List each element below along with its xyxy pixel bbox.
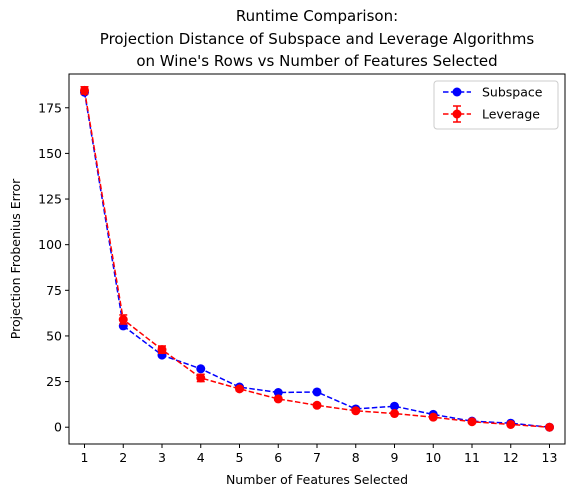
y-tick-label: 125 (38, 192, 62, 207)
chart-title-line-2: Projection Distance of Subspace and Leve… (100, 30, 535, 48)
data-point-subspace (196, 364, 206, 374)
data-point-subspace (312, 387, 322, 397)
y-tick-label: 0 (54, 420, 62, 435)
legend-marker-leverage (452, 109, 462, 119)
data-point-leverage (273, 394, 283, 404)
legend-entry-subspace: Subspace (443, 85, 543, 100)
data-point-leverage (390, 409, 399, 419)
chart-title-line-1: Runtime Comparison: (236, 7, 398, 25)
data-point-leverage (80, 85, 89, 95)
x-axis-ticks: 1 2 3 4 5 6 7 8 9 10 11 12 13 (81, 444, 558, 465)
data-point-leverage (235, 384, 244, 394)
data-point-leverage (157, 345, 167, 355)
x-tick-label: 4 (197, 450, 205, 465)
plot-area (80, 85, 554, 432)
data-point-leverage (545, 422, 554, 432)
data-point-leverage (467, 417, 477, 427)
x-tick-label: 9 (391, 450, 399, 465)
chart-title: Runtime Comparison: Projection Distance … (100, 7, 535, 70)
legend-entry-leverage: Leverage (443, 105, 540, 123)
x-tick-label: 11 (464, 450, 480, 465)
legend-label-subspace: Subspace (482, 85, 543, 100)
y-tick-label: 175 (38, 100, 62, 115)
x-tick-label: 12 (503, 450, 519, 465)
series-leverage (80, 85, 554, 432)
data-point-leverage (196, 373, 206, 383)
y-tick-label: 50 (46, 328, 62, 343)
x-tick-label: 5 (236, 450, 244, 465)
data-point-leverage (351, 406, 361, 416)
data-point-leverage (118, 315, 128, 325)
x-tick-label: 3 (158, 450, 166, 465)
y-axis-label: Projection Frobenius Error (8, 178, 23, 339)
y-tick-label: 25 (46, 374, 62, 389)
data-point-leverage (312, 400, 322, 410)
x-tick-label: 2 (119, 450, 127, 465)
x-tick-label: 8 (352, 450, 360, 465)
legend: Subspace Leverage (433, 80, 559, 130)
x-tick-label: 13 (542, 450, 558, 465)
data-point-subspace (390, 401, 399, 411)
x-tick-label: 6 (274, 450, 282, 465)
data-point-leverage (428, 412, 438, 422)
x-tick-label: 7 (313, 450, 321, 465)
data-point-subspace (273, 388, 283, 398)
y-tick-label: 75 (46, 283, 62, 298)
x-tick-label: 10 (425, 450, 441, 465)
y-tick-label: 100 (38, 237, 62, 252)
legend-marker-subspace (452, 87, 462, 97)
legend-label-leverage: Leverage (482, 107, 540, 122)
y-axis-ticks: 0 25 50 75 100 125 150 175 (38, 100, 69, 435)
x-tick-label: 1 (81, 450, 89, 465)
legend-box (433, 80, 559, 130)
chart-title-line-3: on Wine's Rows vs Number of Features Sel… (136, 52, 497, 70)
x-axis-label: Number of Features Selected (226, 472, 408, 487)
y-tick-label: 150 (38, 146, 62, 161)
data-point-leverage (506, 419, 516, 429)
